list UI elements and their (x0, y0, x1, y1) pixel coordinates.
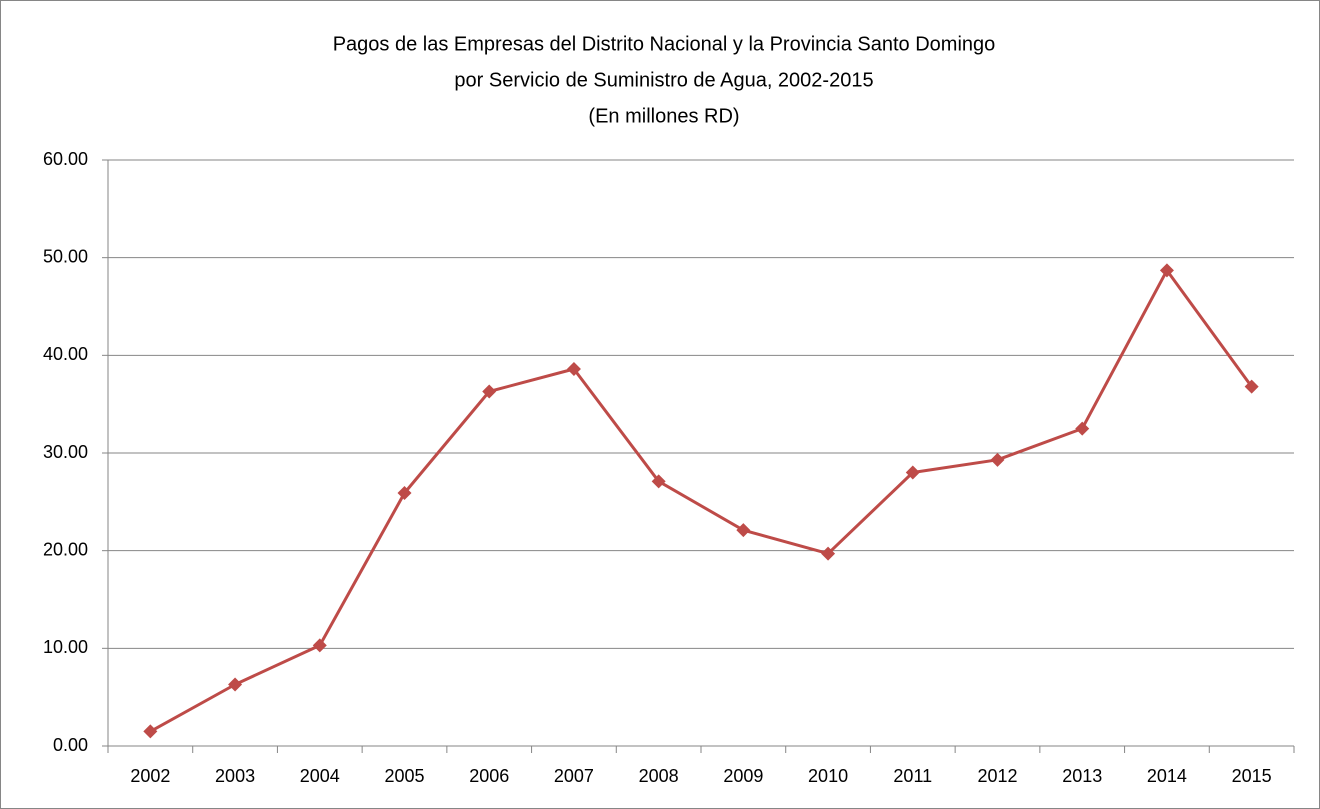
x-tick-label: 2005 (384, 766, 424, 786)
x-tick-label: 2004 (300, 766, 340, 786)
data-line (149, 268, 1253, 733)
data-marker (736, 523, 751, 538)
y-tick-label: 40.00 (43, 344, 88, 364)
data-marker (1075, 421, 1090, 436)
data-marker (990, 452, 1005, 467)
x-tick-label: 2010 (808, 766, 848, 786)
data-marker (143, 724, 158, 739)
y-tick-label: 10.00 (43, 637, 88, 657)
data-marker (228, 677, 243, 692)
x-tick-label: 2003 (215, 766, 255, 786)
chart-title: por Servicio de Suministro de Agua, 2002… (454, 69, 873, 91)
data-marker (821, 546, 836, 561)
data-marker (905, 465, 920, 480)
x-tick-label: 2013 (1062, 766, 1102, 786)
data-marker (651, 474, 666, 489)
y-tick-label: 50.00 (43, 246, 88, 266)
data-marker (482, 384, 497, 399)
x-tick-label: 2014 (1147, 766, 1187, 786)
x-tick-label: 2002 (130, 766, 170, 786)
chart-title: Pagos de las Empresas del Distrito Nacio… (333, 33, 996, 55)
x-tick-label: 2009 (723, 766, 763, 786)
x-tick-label: 2015 (1232, 766, 1272, 786)
data-marker (1159, 263, 1174, 278)
data-marker (397, 486, 412, 501)
y-tick-label: 20.00 (43, 539, 88, 559)
x-tick-label: 2011 (893, 766, 932, 786)
data-marker (566, 362, 581, 377)
y-tick-label: 0.00 (53, 735, 88, 755)
chart-title: (En millones RD) (588, 105, 739, 127)
x-tick-label: 2007 (554, 766, 594, 786)
data-marker (1244, 379, 1259, 394)
data-marker (312, 638, 327, 653)
x-tick-label: 2012 (977, 766, 1017, 786)
x-tick-label: 2006 (469, 766, 509, 786)
x-tick-label: 2008 (639, 766, 679, 786)
y-tick-label: 60.00 (43, 149, 88, 169)
y-tick-label: 30.00 (43, 442, 88, 462)
